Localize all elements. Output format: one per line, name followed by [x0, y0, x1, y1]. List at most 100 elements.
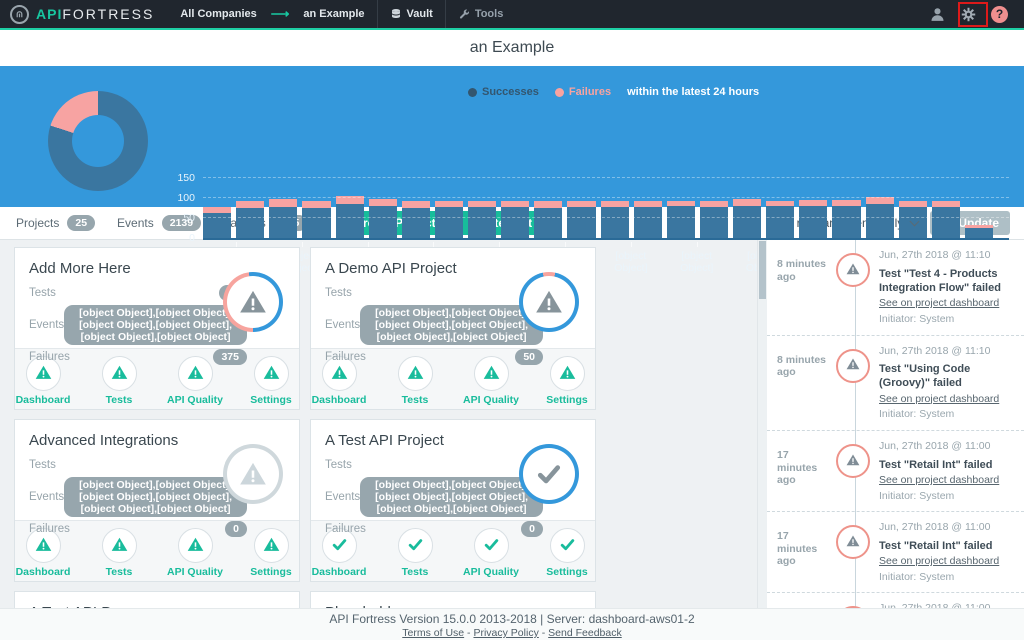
event-timestamp: Jun, 27th 2018 @ 11:10	[879, 249, 991, 261]
project-events-row: Events [object Object],[object Object],[…	[29, 477, 247, 517]
bar-successes-segment	[964, 227, 993, 238]
project-action-button[interactable]: Settings	[539, 528, 595, 581]
projects-count-badge: 25	[67, 215, 96, 231]
bar	[368, 198, 397, 238]
privacy-policy-link[interactable]: Privacy Policy	[473, 627, 539, 639]
bar-successes-segment	[534, 207, 563, 238]
project-action-button[interactable]: API Quality	[463, 528, 519, 581]
project-action-button[interactable]: Dashboard	[15, 356, 71, 409]
bar-failures-segment	[931, 201, 960, 208]
terms-of-use-link[interactable]: Terms of Use	[402, 627, 465, 639]
bar	[733, 199, 762, 238]
nav-current-company[interactable]: an Example	[303, 8, 365, 20]
bar	[931, 201, 960, 238]
project-action-button[interactable]: Tests	[91, 528, 147, 581]
events-count-badge: [object Object],[object Object],[object …	[360, 305, 543, 345]
bar-failures-segment	[832, 200, 861, 206]
bar-failures-segment	[203, 206, 232, 214]
project-card: A Test API P Tests Events [object Object…	[14, 591, 300, 608]
project-action-button[interactable]: Dashboard	[311, 528, 367, 581]
bar	[236, 200, 265, 238]
event-warning-icon	[836, 444, 870, 479]
bar-failures-segment	[799, 200, 828, 207]
project-action-button[interactable]: API Quality	[463, 356, 519, 409]
project-tests-row: Tests 10	[29, 285, 247, 301]
project-action-button[interactable]: Tests	[91, 356, 147, 409]
event-message: Test "Retail Int" failed	[879, 539, 993, 552]
bar-failures-segment	[534, 201, 563, 208]
nav-all-companies[interactable]: All Companies	[180, 8, 257, 20]
project-status-icon	[519, 444, 579, 504]
y-axis-tick-label: 100	[177, 192, 195, 204]
bar-successes-segment	[799, 206, 828, 238]
bar	[335, 196, 364, 238]
footer-version-info: API Fortress Version 15.0.0 2013-2018 | …	[329, 612, 695, 626]
event-dashboard-link[interactable]: See on project dashboard	[879, 392, 1000, 405]
event-message: Test "Using Code (Groovy)" failed	[879, 363, 971, 390]
bar-successes-segment	[733, 206, 762, 238]
project-status-icon	[519, 272, 579, 332]
event-message: Test "Retail Int" failed	[879, 458, 993, 471]
project-title[interactable]: A Test API Project	[325, 432, 444, 449]
project-tests-row: Tests 3	[29, 457, 247, 473]
bar	[401, 201, 430, 238]
action-icon	[483, 364, 500, 384]
project-actions: Dashboard Tests API Quality	[311, 520, 595, 581]
legend-timeframe: within the latest 24 hours	[627, 86, 760, 98]
project-action-button[interactable]: Dashboard	[311, 356, 367, 409]
nav-vault[interactable]: Vault	[378, 0, 445, 28]
bar-successes-segment	[832, 206, 861, 238]
project-action-button[interactable]: Tests	[387, 528, 443, 581]
nav-tools[interactable]: Tools	[446, 0, 516, 28]
bar-failures-segment	[468, 200, 497, 207]
project-title[interactable]: A Test API P	[29, 604, 285, 608]
event-time-ago: 8 minutes ago	[777, 353, 827, 379]
stat-projects: Projects 25	[16, 215, 96, 231]
logo-text-api: API	[36, 6, 63, 22]
project-action-button[interactable]: API Quality	[167, 356, 223, 409]
project-action-button[interactable]: Settings	[539, 356, 595, 409]
event-dashboard-link[interactable]: See on project dashboard	[879, 297, 1000, 310]
project-action-button[interactable]: Tests	[387, 356, 443, 409]
send-feedback-link[interactable]: Send Feedback	[548, 627, 622, 639]
event-timestamp: Jun, 27th 2018 @ 11:00	[879, 602, 1016, 608]
project-status-ring	[519, 444, 579, 504]
project-action-button[interactable]: Settings	[243, 528, 299, 581]
legend-failures: Failures	[554, 86, 611, 98]
project-failures-row: Failures 0	[325, 521, 543, 537]
bar-successes-segment	[931, 207, 960, 238]
events-count-badge: [object Object],[object Object],[object …	[360, 477, 543, 517]
user-profile-icon[interactable]	[929, 6, 946, 23]
settings-gear-icon[interactable]	[960, 6, 977, 23]
action-icon	[331, 536, 348, 556]
bar	[832, 200, 861, 238]
project-action-button[interactable]: Dashboard	[15, 528, 71, 581]
project-failures-row: Failures 375	[29, 349, 247, 365]
help-icon[interactable]: ?	[991, 5, 1008, 23]
footer: API Fortress Version 15.0.0 2013-2018 | …	[0, 608, 1024, 640]
bar-failures-segment	[269, 199, 298, 207]
bar-successes-segment	[699, 206, 728, 238]
project-action-button[interactable]: Settings	[243, 356, 299, 409]
gridline	[203, 177, 1009, 178]
project-events-row: Events [object Object],[object Object],[…	[325, 477, 543, 517]
scrollbar-thumb[interactable]	[759, 241, 766, 299]
tools-wrench-icon	[458, 8, 470, 20]
event-dashboard-link[interactable]: See on project dashboard	[879, 473, 1000, 486]
event-dashboard-link[interactable]: See on project dashboard	[879, 555, 1000, 568]
project-title[interactable]: Advanced Integrations	[29, 432, 179, 449]
event-warning-icon	[836, 525, 870, 560]
project-title[interactable]: A Demo API Project	[325, 260, 457, 277]
project-tests-row: Tests 7	[325, 285, 543, 301]
event-warning-icon	[836, 348, 870, 383]
project-title[interactable]: Placeholder	[325, 604, 581, 608]
project-action-button[interactable]: API Quality	[167, 528, 223, 581]
events-feed-panel: 8 minutes ago Jun, 27th 2018 @ 11:10 Tes…	[757, 240, 1024, 608]
feed-scrollbar[interactable]	[758, 240, 767, 608]
event-item: 8 minutes ago Jun, 27th 2018 @ 11:10 Tes…	[767, 240, 1024, 336]
project-title[interactable]: Add More Here	[29, 260, 131, 277]
breadcrumb-arrow-icon: ⟶	[270, 6, 290, 21]
app-logo[interactable]: APIFORTRESS	[0, 4, 168, 24]
bar	[964, 225, 993, 238]
gridline	[203, 217, 1009, 218]
